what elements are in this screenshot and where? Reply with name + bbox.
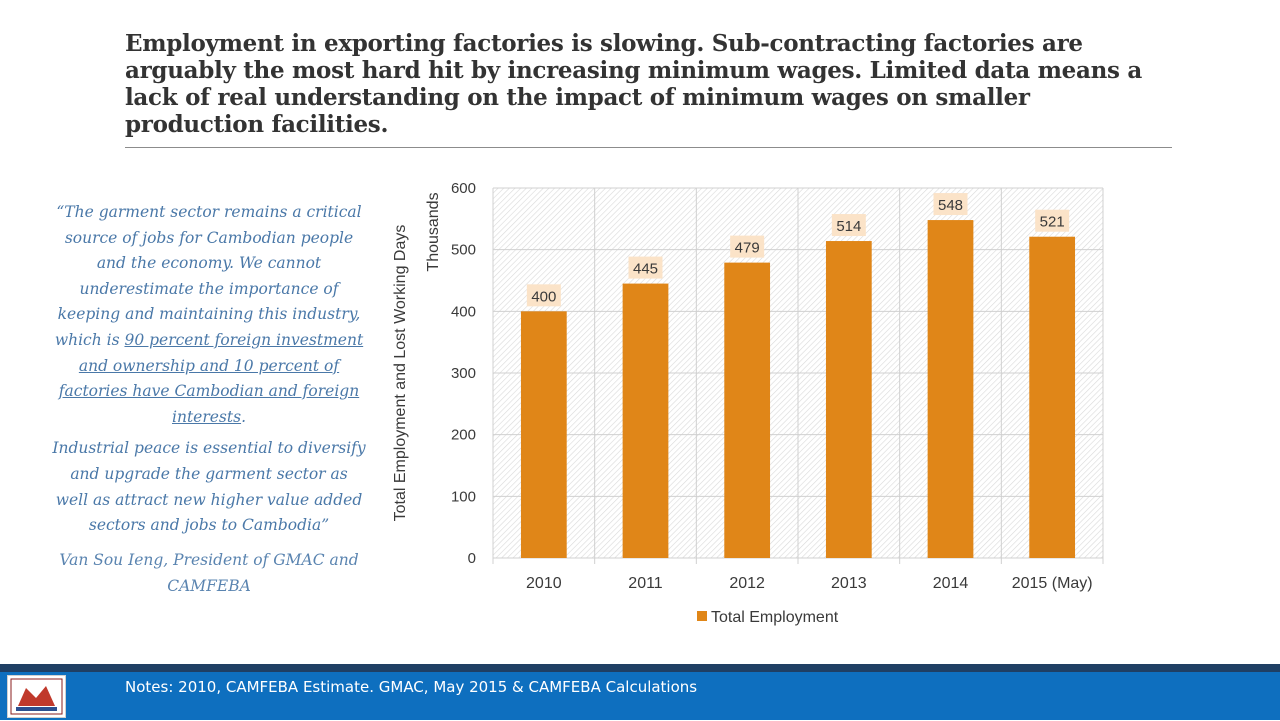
- x-tick-label: 2013: [831, 575, 867, 592]
- y-tick-label: 200: [451, 427, 476, 444]
- data-label-bg: [933, 193, 968, 216]
- data-label: 400: [531, 288, 556, 305]
- y-tick-label: 100: [451, 488, 476, 505]
- x-tick-label: 2014: [933, 575, 969, 592]
- data-label: 521: [1040, 214, 1065, 231]
- y-tick-label: 400: [451, 303, 476, 320]
- x-tick-label: 2010: [526, 575, 562, 592]
- quote-block: “The garment sector remains a critical s…: [52, 200, 366, 599]
- y-axis-unit: Thousands: [425, 192, 442, 271]
- footer-band: [0, 664, 1280, 672]
- bar-2010: [520, 311, 567, 558]
- quote-author: Van Sou Ieng, President of GMAC and CAMF…: [59, 550, 359, 595]
- data-label-bg: [1035, 209, 1070, 232]
- data-label: 514: [836, 218, 861, 235]
- legend-swatch: [697, 611, 707, 621]
- data-label-bg: [831, 214, 866, 237]
- chart-legend: Total Employment: [697, 609, 839, 626]
- quote-link[interactable]: 90 percent foreign investment and owners…: [58, 330, 364, 426]
- data-label-bg: [628, 256, 663, 279]
- data-label: 445: [633, 261, 658, 278]
- footer-bar: Notes: 2010, CAMFEBA Estimate. GMAC, May…: [0, 672, 1280, 720]
- bar-2013: [825, 241, 872, 558]
- x-tick-label: 2012: [729, 575, 765, 592]
- quote-paragraph-2: Industrial peace is essential to diversi…: [52, 439, 366, 535]
- bar-2014: [927, 220, 974, 559]
- quote-paragraph-1: “The garment sector remains a critical s…: [52, 200, 366, 430]
- y-tick-label: 500: [451, 242, 476, 259]
- organization-logo: [7, 675, 66, 718]
- data-label-bg: [526, 284, 561, 307]
- data-label: 548: [938, 197, 963, 214]
- y-axis-title: Total Employment and Lost Working Days: [392, 225, 409, 522]
- quote-intro-end: .: [241, 407, 246, 426]
- y-tick-label: 300: [451, 365, 476, 382]
- quote-intro: “The garment sector remains a critical s…: [54, 203, 362, 349]
- bar-2011: [622, 283, 669, 558]
- x-tick-label: 2011: [628, 575, 663, 592]
- x-tick-label: 2015 (May): [1012, 575, 1093, 592]
- title-divider: [125, 147, 1172, 148]
- data-label: 479: [735, 240, 760, 257]
- employment-bar-chart: 400 445 479 514 548 521 0 100 200 300 400 500 600 20…: [392, 180, 1104, 626]
- y-tick-label: 0: [468, 550, 476, 567]
- footer-notes: Notes: 2010, CAMFEBA Estimate. GMAC, May…: [125, 678, 698, 696]
- legend-label: Total Employment: [711, 609, 839, 626]
- y-tick-label: 600: [451, 180, 476, 197]
- bar-2015-may-: [1029, 236, 1076, 558]
- bar-2012: [724, 262, 771, 558]
- slide-title: Employment in exporting factories is slo…: [125, 30, 1142, 138]
- data-label-bg: [730, 235, 765, 258]
